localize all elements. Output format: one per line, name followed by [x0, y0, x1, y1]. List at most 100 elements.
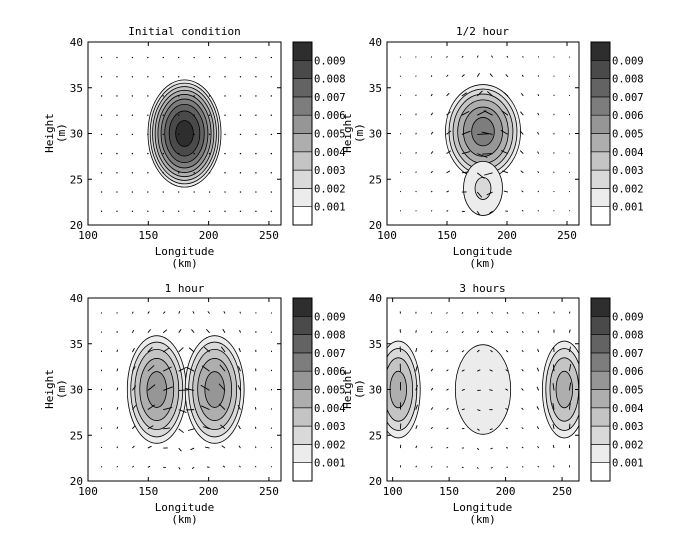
velocity-dot: [224, 114, 226, 116]
velocity-arrow: [446, 190, 450, 193]
x-tick-label: 100: [383, 485, 403, 498]
velocity-arrow: [537, 190, 540, 193]
velocity-arrow: [461, 110, 470, 116]
panel-title: 1/2 hour: [456, 25, 509, 38]
velocity-arrow: [116, 349, 118, 353]
velocity-arrow: [222, 465, 226, 468]
velocity-arrow: [200, 384, 210, 391]
colorbar-swatch: [590, 151, 611, 171]
colorbar-tick-label: 0.005: [612, 385, 644, 397]
velocity-arrow: [131, 311, 134, 314]
velocity-arrow: [505, 408, 509, 411]
velocity-arrow: [163, 406, 173, 411]
velocity-arrow: [430, 446, 433, 449]
velocity-arrow: [521, 427, 524, 430]
velocity-arrow: [476, 447, 480, 451]
colorbar-swatch: [590, 315, 611, 335]
velocity-arrow: [238, 425, 241, 430]
velocity-arrow: [188, 347, 195, 353]
velocity-arrow: [430, 349, 433, 353]
velocity-dot: [224, 76, 226, 78]
velocity-dot: [255, 152, 257, 155]
velocity-arrow: [116, 426, 119, 430]
velocity-dot: [116, 95, 118, 97]
velocity-dot: [162, 152, 164, 155]
velocity-dot: [239, 210, 242, 212]
velocity-arrow: [491, 311, 493, 314]
colorbar-tick-label: 0.001: [314, 202, 346, 214]
velocity-dot: [255, 210, 257, 212]
velocity-dot: [239, 76, 242, 78]
velocity-arrow: [521, 368, 524, 372]
colorbar-swatch: [292, 425, 313, 445]
colorbar-tick-label: 0.002: [612, 183, 644, 195]
velocity-arrow: [415, 465, 417, 468]
panel-three-hours: 3 hours 100 150 200 250 20 25 30 35 40 Longitude…: [341, 282, 644, 526]
velocity-dot: [147, 95, 149, 97]
colorbar-swatch: [590, 59, 611, 79]
velocity-dot: [270, 172, 273, 174]
velocity-arrow: [430, 426, 433, 430]
velocity-dot: [100, 172, 103, 174]
colorbar-tick-label: 0.009: [314, 55, 346, 67]
contour-field: [387, 298, 579, 481]
velocity-arrow: [430, 170, 433, 174]
velocity-dot: [147, 152, 149, 155]
velocity-arrow: [132, 385, 137, 391]
velocity-arrow: [223, 311, 226, 314]
velocity-arrow: [238, 445, 241, 449]
x-tick-label: 100: [78, 485, 98, 498]
velocity-arrow: [519, 130, 524, 135]
y-tick-label: 35: [70, 82, 83, 95]
colorbar-swatch: [590, 96, 611, 116]
velocity-dot: [131, 133, 134, 136]
velocity-dot: [178, 210, 180, 212]
velocity-arrow: [476, 55, 479, 58]
colorbar-tick-label: 0.008: [314, 330, 346, 342]
colorbar-swatch: [590, 41, 611, 61]
colorbar-tick-label: 0.002: [314, 439, 346, 451]
velocity-arrow: [461, 74, 465, 78]
velocity-dot: [270, 114, 273, 116]
colorbar-swatch: [590, 188, 611, 207]
velocity-arrow: [147, 365, 155, 372]
y-tick-label: 30: [369, 384, 382, 397]
velocity-dot: [224, 95, 226, 97]
x-tick-label: 200: [496, 485, 516, 498]
velocity-dot: [116, 191, 118, 193]
velocity-arrow: [521, 446, 524, 449]
velocity-arrow: [446, 427, 449, 430]
velocity-arrow: [446, 210, 449, 212]
y-tick-label: 25: [70, 173, 83, 186]
velocity-dot: [131, 114, 134, 116]
contour-field: [387, 42, 579, 225]
velocity-arrow: [147, 311, 150, 314]
colorbar: 0.001 0.002 0.003 0.004 0.005 0.006 0.007 0.008…: [590, 297, 644, 482]
velocity-dot: [100, 56, 103, 59]
velocity-arrow: [477, 369, 481, 372]
velocity-arrow: [186, 366, 195, 372]
velocity-arrow: [537, 349, 540, 353]
velocity-dot: [193, 191, 195, 193]
velocity-dot: [193, 172, 195, 174]
velocity-arrow: [201, 365, 210, 372]
velocity-dot: [100, 95, 103, 97]
velocity-dot: [162, 114, 164, 116]
velocity-arrow: [415, 445, 418, 449]
velocity-arrow: [415, 151, 417, 154]
velocity-dot: [178, 172, 180, 174]
velocity-arrow: [461, 55, 464, 58]
velocity-dot: [208, 76, 211, 78]
velocity-arrow: [415, 384, 418, 391]
velocity-dot: [255, 76, 257, 78]
velocity-arrow: [489, 369, 493, 372]
y-tick-label: 35: [70, 338, 83, 351]
colorbar-swatch: [590, 370, 611, 390]
colorbar-tick-label: 0.005: [612, 129, 644, 141]
velocity-arrow: [190, 447, 195, 451]
x-tick-label: 250: [552, 485, 572, 498]
velocity-arrow: [116, 406, 119, 410]
velocity-dot: [162, 95, 164, 97]
velocity-dot: [193, 56, 195, 59]
velocity-arrow: [415, 425, 418, 430]
